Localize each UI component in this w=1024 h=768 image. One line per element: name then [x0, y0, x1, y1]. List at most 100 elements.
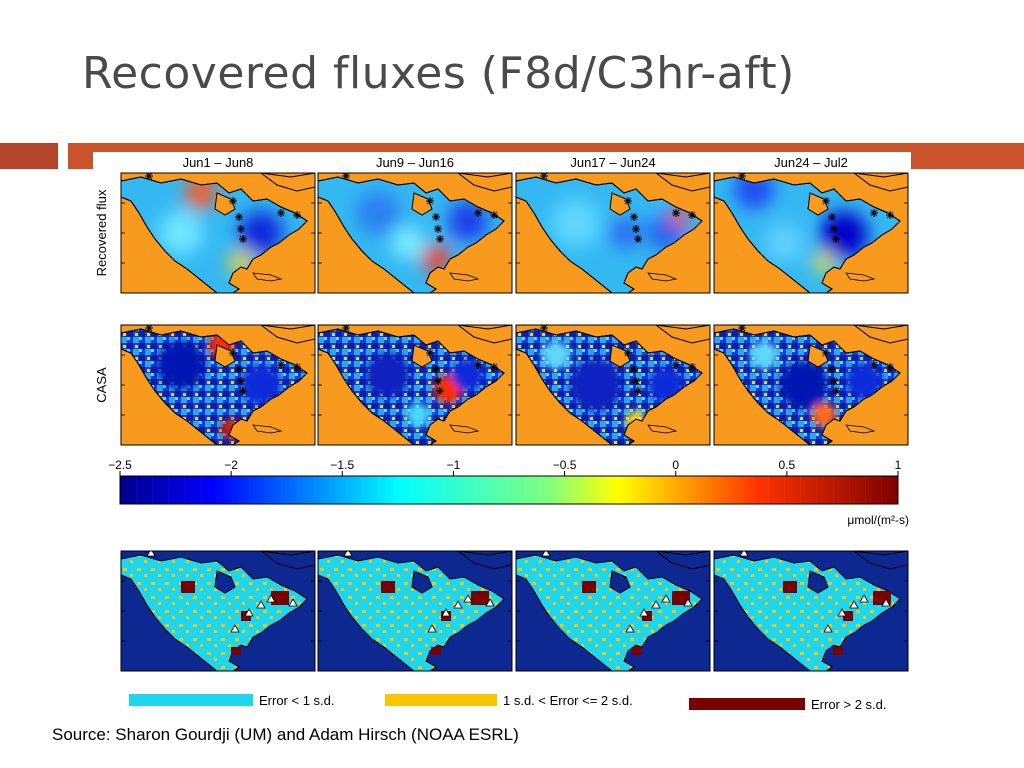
recovered-panel-4: Jun24 – Jul2 [713, 155, 909, 294]
flux-blob [392, 227, 424, 259]
asterisk-marker-icon [630, 365, 638, 373]
asterisk-marker-icon [540, 173, 548, 180]
asterisk-marker-icon [235, 365, 243, 373]
asterisk-marker-icon [870, 209, 878, 217]
triangle-marker-icon [244, 608, 254, 617]
colorbar-tick-label: −0.5 [553, 458, 577, 472]
land-mass [714, 554, 901, 671]
error-high-patch [271, 591, 289, 605]
asterisk-marker-icon [145, 173, 153, 180]
triangle-marker-icon [625, 624, 635, 633]
slide-title: Recovered fluxes (F8d/C3hr-aft) [82, 48, 795, 99]
asterisk-marker-icon [632, 225, 640, 233]
asterisk-marker-icon [632, 377, 640, 385]
flux-blob [239, 211, 283, 255]
recovered-panel-2: Jun9 – Jun16 [317, 155, 513, 294]
panel-grid: Jun1 – Jun8 Jun9 – Jun16 Jun17 – Jun24 Jun2… [94, 155, 909, 672]
colorbar-gradient [119, 475, 899, 505]
row-label-recovered: Recovered flux [94, 189, 109, 276]
asterisk-marker-icon [886, 211, 894, 219]
colorbar-tick-label: −1.5 [330, 458, 354, 472]
asterisk-marker-icon [342, 325, 350, 332]
flux-blob [570, 359, 622, 411]
source-caption: Source: Sharon Gourdji (UM) and Adam Hir… [52, 725, 519, 744]
casa-panel-3 [515, 324, 711, 446]
legend-swatch-1 [129, 694, 253, 706]
flux-blob [764, 223, 804, 263]
land-mass [318, 554, 505, 671]
flux-blob [159, 211, 203, 255]
asterisk-marker-icon [634, 387, 642, 395]
asterisk-marker-icon [293, 363, 301, 371]
triangle-marker-icon [849, 600, 859, 609]
asterisk-marker-icon [426, 197, 434, 205]
colorbar-tick-label: −1 [447, 458, 461, 472]
asterisk-marker-icon [434, 377, 442, 385]
error-high-patch [181, 581, 195, 593]
asterisk-marker-icon [229, 349, 237, 357]
flux-blob [552, 199, 600, 247]
asterisk-marker-icon [822, 349, 830, 357]
triangle-marker-icon [823, 624, 833, 633]
triangle-marker-icon [541, 551, 551, 557]
period-label-1: Jun1 – Jun8 [183, 155, 254, 170]
casa-panel-2 [317, 324, 513, 446]
error-high-patch [672, 591, 690, 605]
asterisk-marker-icon [688, 363, 696, 371]
flux-blob [814, 253, 834, 273]
triangle-marker-icon [661, 594, 671, 603]
asterisk-marker-icon [474, 361, 482, 369]
colorbar-tick-label: −2.5 [108, 458, 132, 472]
row-label-casa: CASA [94, 367, 109, 403]
legend-label-2: 1 s.d. < Error <= 2 s.d. [503, 693, 633, 708]
asterisk-marker-icon [237, 225, 245, 233]
error-high-patch [471, 591, 489, 605]
error-high-patch [582, 581, 596, 593]
error-high-patch [231, 647, 241, 655]
colorbar-unit: μmol/(m²-s) [847, 513, 909, 527]
error-panel-2 [317, 550, 513, 672]
flux-blob [812, 403, 836, 427]
asterisk-marker-icon [738, 325, 746, 332]
legend-swatch-3 [689, 698, 805, 710]
triangle-marker-icon [739, 551, 749, 557]
legend-label-1: Error < 1 s.d. [259, 693, 335, 708]
asterisk-marker-icon [145, 325, 153, 332]
accent-bar-left [0, 143, 58, 169]
asterisk-marker-icon [436, 387, 444, 395]
asterisk-marker-icon [624, 197, 632, 205]
asterisk-marker-icon [432, 213, 440, 221]
asterisk-marker-icon [239, 235, 247, 243]
triangle-marker-icon [837, 608, 847, 617]
period-label-4: Jun24 – Jul2 [774, 155, 848, 170]
triangle-marker-icon [266, 594, 276, 603]
error-high-patch [783, 581, 797, 593]
flux-blob [820, 211, 868, 259]
triangle-marker-icon [256, 600, 266, 609]
asterisk-marker-icon [738, 173, 746, 180]
flux-blob [846, 363, 882, 399]
asterisk-marker-icon [239, 387, 247, 395]
asterisk-marker-icon [237, 377, 245, 385]
asterisk-marker-icon [490, 211, 498, 219]
colorbar-tick-label: 0 [672, 458, 679, 472]
triangle-marker-icon [651, 600, 661, 609]
colorbar-tick-label: 1 [895, 458, 902, 472]
legend-swatch-2 [385, 694, 497, 706]
asterisk-marker-icon [672, 209, 680, 217]
asterisk-marker-icon [832, 235, 840, 243]
asterisk-marker-icon [426, 349, 434, 357]
asterisk-marker-icon [870, 361, 878, 369]
colorbar-tick-label: 0.5 [779, 458, 796, 472]
flux-blob [185, 177, 217, 209]
triangle-marker-icon [288, 598, 298, 607]
error-high-patch [381, 581, 395, 593]
asterisk-marker-icon [434, 225, 442, 233]
asterisk-marker-icon [624, 349, 632, 357]
asterisk-marker-icon [540, 325, 548, 332]
period-label-3: Jun17 – Jun24 [570, 155, 655, 170]
flux-blob [610, 217, 642, 249]
asterisk-marker-icon [432, 365, 440, 373]
triangle-marker-icon [453, 600, 463, 609]
recovered-panel-1: Jun1 – Jun8 [120, 155, 316, 294]
